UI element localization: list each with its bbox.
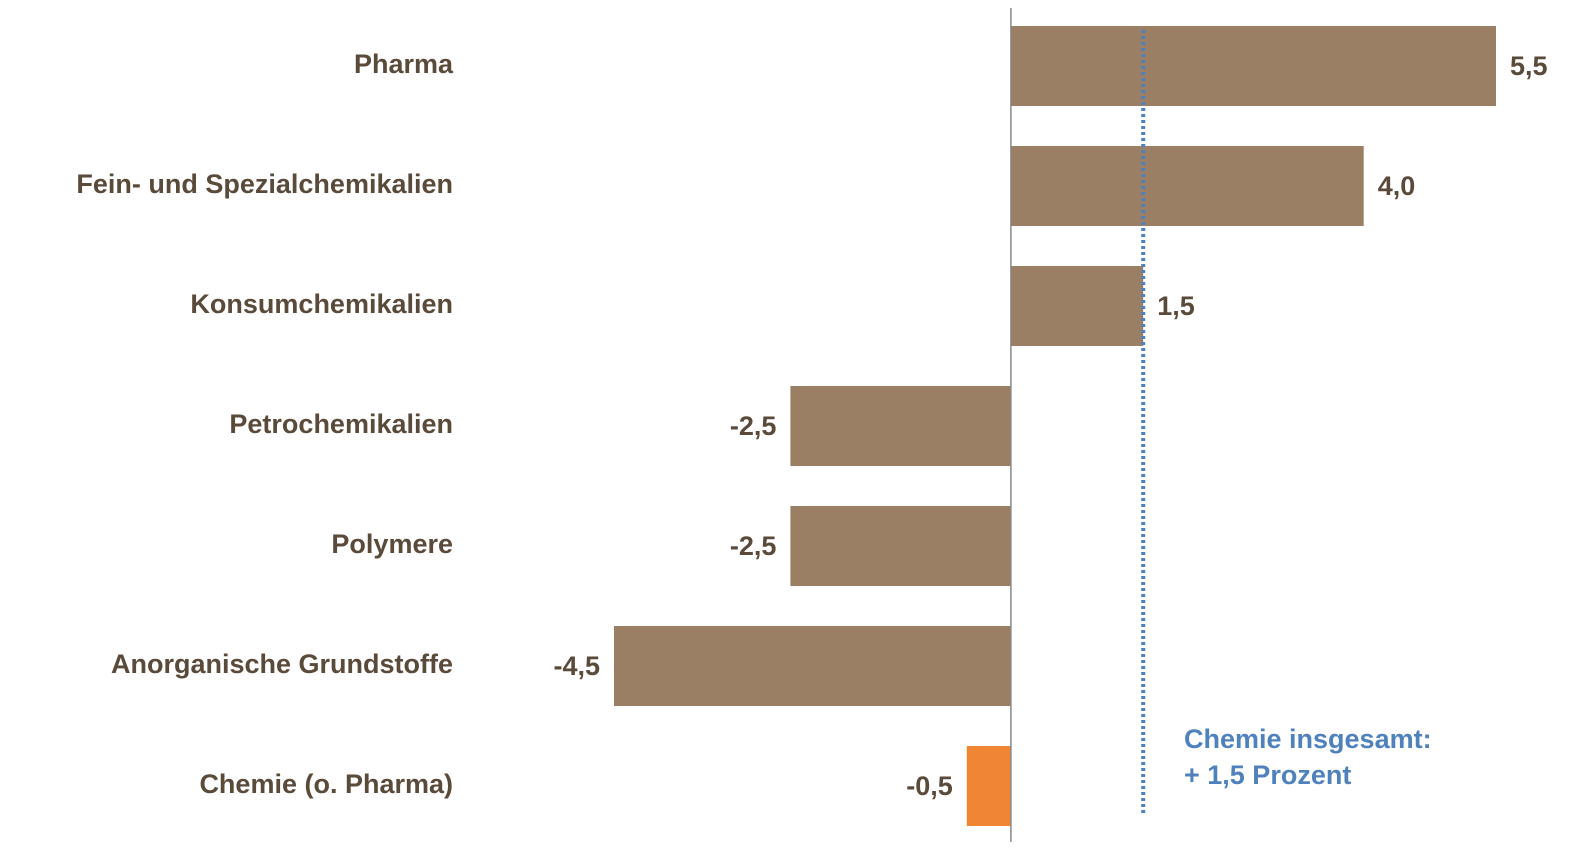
bar	[1010, 146, 1364, 226]
bar	[1010, 26, 1496, 106]
category-label: Petrochemikalien	[229, 409, 453, 439]
reference-label: Chemie insgesamt:	[1184, 724, 1432, 754]
category-label: Anorganische Grundstoffe	[111, 649, 453, 679]
category-label: Pharma	[354, 49, 454, 79]
value-label: 4,0	[1378, 171, 1416, 201]
value-label: -4,5	[553, 651, 600, 681]
bar	[790, 506, 1011, 586]
category-label: Fein- und Spezialchemikalien	[76, 169, 453, 199]
category-label: Polymere	[331, 529, 453, 559]
bar	[1010, 266, 1144, 346]
value-label: 5,5	[1510, 51, 1548, 81]
bar	[614, 626, 1011, 706]
bar	[966, 746, 1011, 826]
reference-label: + 1,5 Prozent	[1184, 760, 1351, 790]
category-label: Konsumchemikalien	[190, 289, 453, 319]
value-label: 1,5	[1157, 291, 1195, 321]
value-label: -2,5	[730, 411, 777, 441]
bar	[790, 386, 1011, 466]
value-label: -2,5	[730, 531, 777, 561]
category-label: Chemie (o. Pharma)	[199, 769, 453, 799]
value-label: -0,5	[906, 771, 953, 801]
